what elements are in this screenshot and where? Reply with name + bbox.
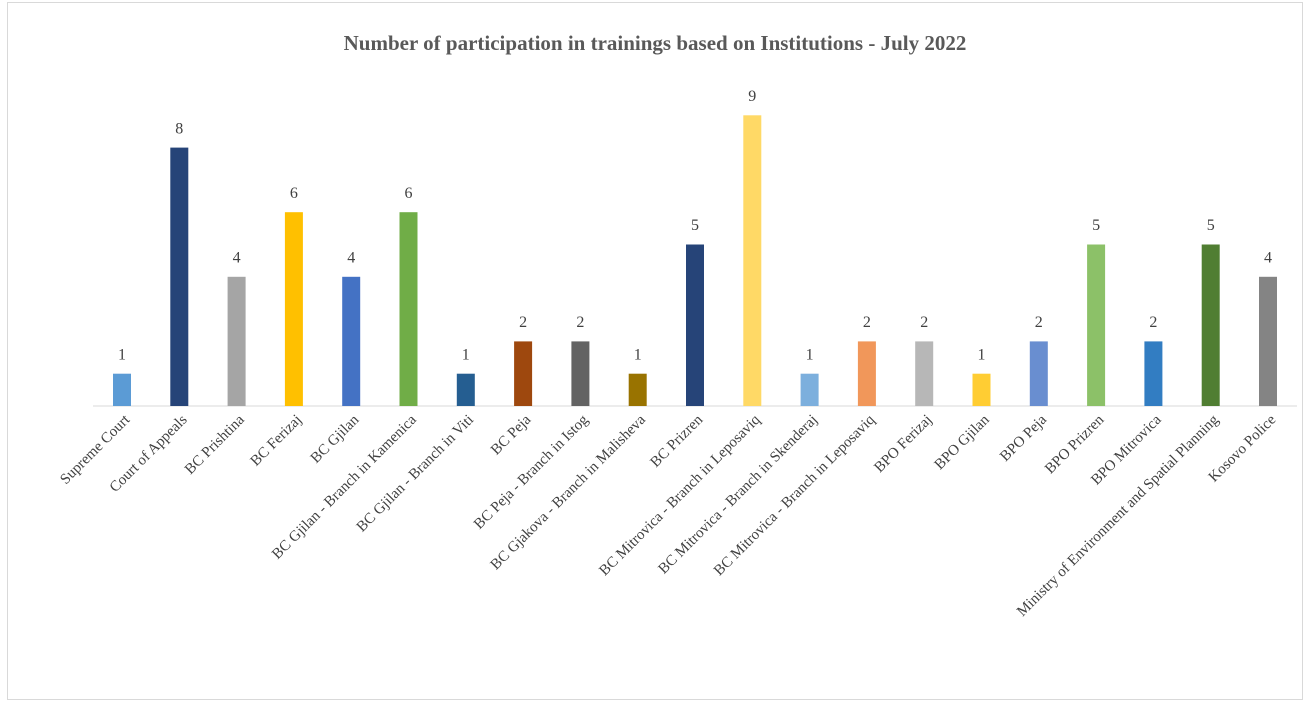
value-label: 2 <box>576 314 584 331</box>
value-label: 4 <box>1264 249 1272 266</box>
value-label: 2 <box>1149 314 1157 331</box>
bar <box>399 212 418 406</box>
value-label: 1 <box>118 346 126 363</box>
value-label: 1 <box>462 346 470 363</box>
bar <box>1144 341 1163 406</box>
bar <box>1029 341 1048 406</box>
chart-border <box>7 2 1303 700</box>
value-label: 1 <box>806 346 814 363</box>
bar <box>284 212 303 406</box>
bar <box>686 244 704 406</box>
value-label: 9 <box>748 88 756 105</box>
value-label: 4 <box>347 249 355 266</box>
bar <box>571 341 590 406</box>
bar <box>743 115 762 407</box>
value-label: 1 <box>978 346 986 363</box>
value-label: 4 <box>233 249 241 266</box>
bar <box>1201 244 1220 406</box>
value-label: 2 <box>863 314 871 331</box>
bar <box>170 147 189 406</box>
bar <box>857 341 876 406</box>
bar <box>514 341 533 406</box>
value-label: 2 <box>519 314 527 331</box>
bar <box>628 373 647 406</box>
bar <box>342 276 361 406</box>
chart-title: Number of participation in trainings bas… <box>344 31 967 55</box>
bar <box>800 373 819 406</box>
value-label: 1 <box>634 346 642 363</box>
bar <box>1087 244 1106 406</box>
value-label: 2 <box>920 314 928 331</box>
value-label: 5 <box>691 217 699 234</box>
bar <box>456 373 475 406</box>
bar <box>1259 276 1277 406</box>
bar <box>113 373 131 406</box>
value-label: 2 <box>1035 314 1043 331</box>
bar <box>227 276 246 406</box>
bar <box>972 373 991 406</box>
bar <box>915 341 934 406</box>
value-label: 8 <box>175 120 183 137</box>
value-label: 6 <box>405 185 413 202</box>
value-label: 5 <box>1092 217 1100 234</box>
value-label: 5 <box>1207 217 1215 234</box>
value-label: 6 <box>290 185 298 202</box>
